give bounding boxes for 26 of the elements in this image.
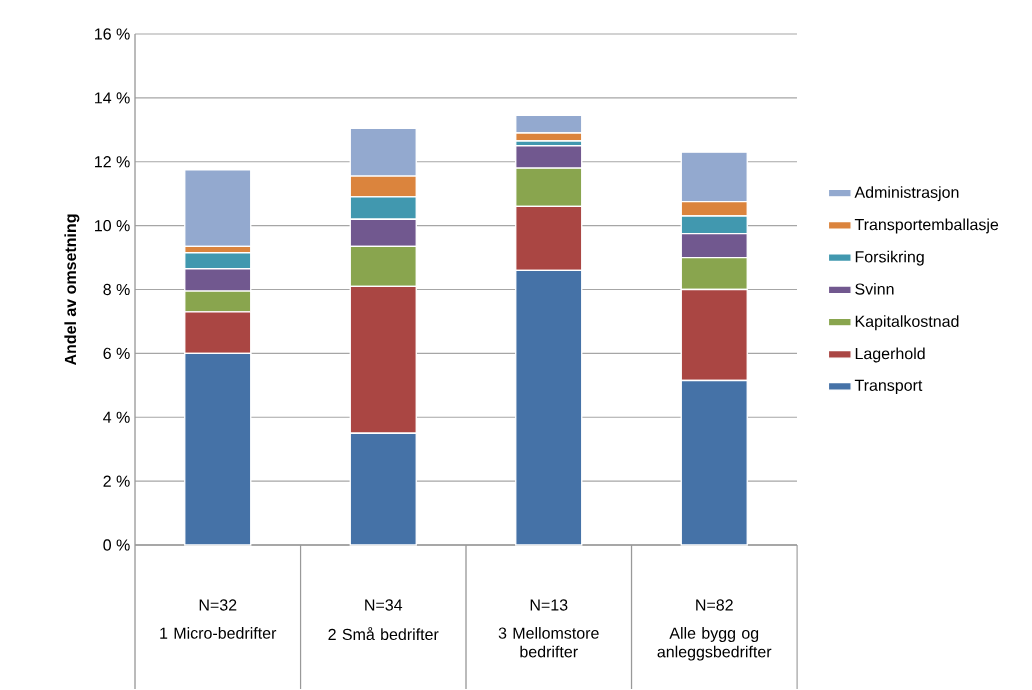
text: N=13 [530,599,568,611]
legend-label: Administrasjon [854,186,959,202]
x-tick-label: 2 Små bedrifter [328,627,439,641]
legend-label: Svinn [855,283,894,295]
legend-label: Transportemballasje [854,218,999,234]
x-tick-label: Alle bygg og anleggsbedrifter [657,627,772,661]
text: N=32 [199,599,237,611]
y-tick-label: 14 % [95,92,130,104]
legend-label: Forsikring [855,250,924,266]
y-tick-label: 8 % [103,284,130,296]
legend-label: Kapitalkostnad [855,315,959,331]
legend-label: Lagerhold [855,347,925,363]
y-tick-label: 6 % [103,347,130,360]
y-tick-label: 12 % [95,156,130,168]
y-tick-label: 10 % [95,220,130,232]
bar [184,169,252,248]
text: N=34 [365,599,403,611]
text: N=82 [696,599,733,611]
y-tick-label: 0 % [103,539,130,551]
y-tick-label: 4 % [103,411,130,423]
x-tick-label: 3 Mellomstore bedrifter [498,627,599,658]
y-tick-label: 2 % [103,475,130,487]
y-axis-title: Andel av omsetning [64,214,80,366]
x-tick-label: 1 Micro-bedrifter [160,627,277,639]
legend-label: Transport [854,379,923,395]
y-tick-label: 16 % [95,28,130,40]
